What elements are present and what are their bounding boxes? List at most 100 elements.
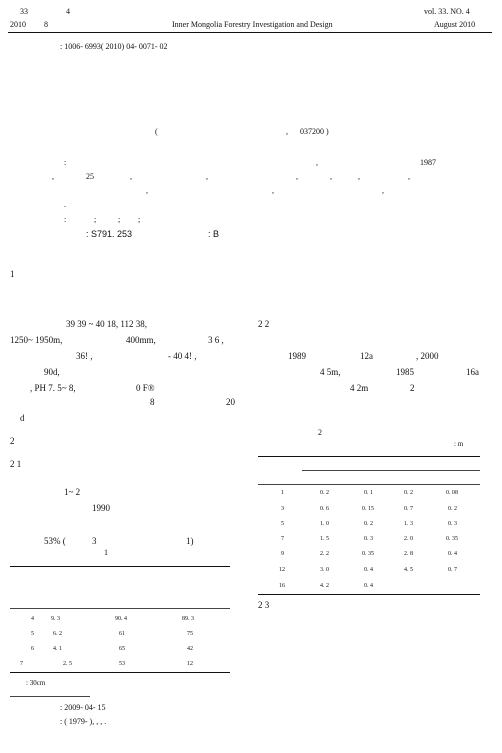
table2-cell: 0. 3	[448, 521, 457, 527]
table2-cell: 0. 35	[362, 551, 374, 557]
right-text-2: 2	[410, 383, 415, 393]
table1-bottom-rule	[10, 672, 230, 673]
table2-cell: 0. 4	[448, 551, 457, 557]
table2-sub-rule	[302, 470, 480, 471]
table1-cell: 53	[119, 661, 125, 667]
affiliation-postcode: 037200 )	[300, 127, 329, 136]
table2-cell: 0. 4	[364, 583, 373, 589]
table2-cell: 0. 15	[362, 506, 374, 512]
left-text-precip2: 3 6 ,	[208, 335, 224, 345]
table1-cell: 4. 1	[53, 646, 62, 652]
keywords-separator: ;	[138, 215, 141, 224]
table2-cell: 0. 3	[364, 536, 373, 542]
right-text-45m: 4 5m,	[320, 367, 341, 377]
section-heading-2-2: 2 2	[258, 319, 270, 329]
left-text-1p: 1)	[186, 536, 194, 546]
left-text-temp: 36! ,	[76, 351, 93, 361]
left-text-20: 20	[226, 397, 235, 407]
table2-cell: 2. 2	[320, 551, 329, 557]
table1-cell: 4	[31, 616, 34, 622]
keywords-separator: ;	[94, 215, 97, 224]
table1-cell: 75	[187, 631, 193, 637]
table2-cell: 0. 35	[446, 536, 458, 542]
left-text-ph2: 0 F®	[136, 383, 155, 393]
header-number: 4	[66, 7, 70, 16]
abstract-mark: ,	[408, 172, 410, 181]
received-date: : 2009- 04- 15	[60, 703, 106, 712]
keywords-colon: :	[64, 215, 67, 224]
left-text-3: 3	[92, 536, 97, 546]
table1-cell: 6	[31, 646, 34, 652]
left-text-53: 53% (	[44, 536, 66, 546]
table1-cell: 9. 3	[51, 616, 60, 622]
header-date-en: August 2010	[434, 20, 476, 29]
table2-unit: : m	[454, 440, 464, 448]
left-text-coords: 39 39 ~ 40 18, 112 38,	[66, 319, 148, 329]
table2-cell: 2. 8	[404, 551, 413, 557]
table2-cell: 1	[281, 490, 284, 496]
right-text-1985: 1985	[396, 367, 414, 377]
right-text-16a: 16a	[466, 367, 479, 377]
abstract-colon: :	[64, 158, 67, 167]
table1-cell: 5	[31, 631, 34, 637]
abstract-number: 25	[86, 172, 94, 181]
table2-bottom-rule	[258, 594, 480, 595]
table2-cell: 3. 0	[320, 567, 329, 573]
journal-title: Inner Mongolia Forestry Investigation an…	[172, 20, 333, 29]
header-month: 8	[44, 20, 48, 29]
affiliation-comma: ,	[286, 127, 288, 136]
table2-cell: 0. 2	[404, 490, 413, 496]
section-heading-1: 1	[10, 269, 15, 279]
abstract-mark: ,	[382, 186, 384, 195]
abstract-mark: ,	[272, 186, 274, 195]
left-text-precip: 400mm,	[126, 335, 156, 345]
affiliation-open: (	[155, 127, 158, 136]
table2-cell: 7	[281, 536, 284, 542]
left-text-8: 8	[150, 397, 155, 407]
table2-cell: 16	[279, 583, 285, 589]
right-text-2000: , 2000	[416, 351, 439, 361]
table1-cell: 61	[119, 631, 125, 637]
clc-number: : S791. 253	[86, 229, 133, 239]
table1-cell: 90. 4	[115, 616, 127, 622]
abstract-mark: .	[64, 200, 66, 209]
abstract-mark: ,	[52, 172, 54, 181]
left-text-temp2: - 40 4! ,	[168, 351, 197, 361]
header-year: 2010	[10, 20, 26, 29]
abstract-mark: ,	[130, 172, 132, 181]
section-heading-2-3: 2 3	[258, 600, 270, 610]
right-text-12a: 12a	[360, 351, 373, 361]
abstract-mark: ,	[146, 186, 148, 195]
document-code: : B	[208, 229, 220, 239]
table2-cell: 2. 0	[404, 536, 413, 542]
left-text-ph: , PH 7. 5~ 8,	[30, 383, 76, 393]
table2-cell: 0. 2	[448, 506, 457, 512]
table2-cell: 5	[281, 521, 284, 527]
table1-cell: 12	[187, 661, 193, 667]
table2-cell: 0. 7	[404, 506, 413, 512]
table2-cell: 4. 5	[404, 567, 413, 573]
abstract-mark: ,	[330, 172, 332, 181]
left-text-1990: 1990	[92, 503, 110, 513]
table1-number: 1	[104, 548, 108, 557]
section-heading-2: 2	[10, 436, 15, 446]
table1-top-rule	[10, 566, 230, 567]
abstract-mark: ,	[206, 172, 208, 181]
keywords-separator: ;	[118, 215, 121, 224]
abstract-year: 1987	[420, 158, 436, 167]
abstract-mark: ,	[296, 172, 298, 181]
table1-mid-rule	[10, 608, 230, 609]
table1-cell: 2. 5	[63, 661, 72, 667]
table2-cell: 1. 0	[320, 521, 329, 527]
header-rule	[8, 32, 492, 33]
table2-cell: 0. 4	[364, 567, 373, 573]
table2-cell: 1. 5	[320, 536, 329, 542]
left-text-frost: 90d,	[44, 367, 60, 377]
footnote-rule	[10, 696, 90, 697]
table1-cell: 65	[119, 646, 125, 652]
left-text-d: d	[20, 413, 25, 423]
abstract-mark: ,	[358, 172, 360, 181]
header-volume-en: vol. 33. NO. 4	[424, 7, 470, 16]
right-text-42m: 4 2m	[350, 383, 369, 393]
table2-cell: 0. 2	[364, 521, 373, 527]
